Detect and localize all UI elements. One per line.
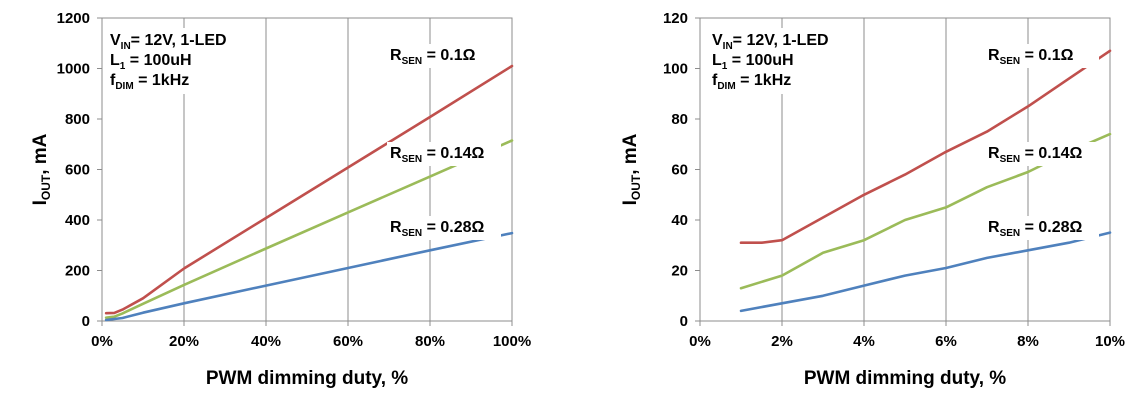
series-label-2: RSEN = 0.14Ω xyxy=(390,145,485,165)
y-tick-label: 40 xyxy=(671,212,688,229)
y-tick-label: 0 xyxy=(82,313,90,330)
y-axis-title: IOUT, mA xyxy=(30,133,53,205)
y-tick-label: 120 xyxy=(663,10,688,27)
series-label-3: RSEN = 0.28Ω xyxy=(390,219,485,239)
y-tick-label: 1000 xyxy=(57,61,90,78)
y-tick-label: 20 xyxy=(671,263,688,280)
series-label-1: RSEN = 0.1Ω xyxy=(390,47,476,67)
y-axis-title: IOUT, mA xyxy=(620,133,643,205)
x-tick-label: 0% xyxy=(689,333,711,350)
series-label-1: RSEN = 0.1Ω xyxy=(988,47,1074,67)
y-tick-label: 600 xyxy=(65,162,90,179)
x-tick-label: 100% xyxy=(493,333,531,350)
y-tick-label: 800 xyxy=(65,111,90,128)
series-label-bg xyxy=(985,142,1099,166)
y-tick-label: 400 xyxy=(65,212,90,229)
y-axis-title-group: IOUT, mA xyxy=(30,133,53,205)
x-tick-label: 8% xyxy=(1017,333,1039,350)
condition-label: VIN= 12V, 1-LED xyxy=(110,32,227,52)
x-tick-label: 6% xyxy=(935,333,957,350)
condition-label: fDIM = 1kHz xyxy=(110,72,189,92)
y-tick-label: 60 xyxy=(671,162,688,179)
series-label-bg xyxy=(387,44,501,68)
series-label-bg xyxy=(387,142,501,166)
y-tick-label: 80 xyxy=(671,111,688,128)
series-line-1 xyxy=(104,64,514,315)
x-axis-title: PWM dimming duty, % xyxy=(206,368,408,389)
x-tick-label: 2% xyxy=(771,333,793,350)
series-label-2: RSEN = 0.14Ω xyxy=(988,145,1083,165)
x-tick-label: 20% xyxy=(169,333,199,350)
y-tick-label: 100 xyxy=(663,61,688,78)
x-tick-label: 80% xyxy=(415,333,445,350)
series-label-bg xyxy=(985,216,1099,240)
series-label-bg xyxy=(387,216,501,240)
condition-label: VIN= 12V, 1-LED xyxy=(712,32,829,52)
condition-label: L1 = 100uH xyxy=(712,52,794,72)
conditions-box xyxy=(708,28,836,94)
x-tick-label: 60% xyxy=(333,333,363,350)
x-axis-title: PWM dimming duty, % xyxy=(804,368,1006,389)
series-line-3 xyxy=(104,231,514,322)
y-tick-label: 200 xyxy=(65,263,90,280)
condition-label: fDIM = 1kHz xyxy=(712,72,791,92)
x-tick-label: 40% xyxy=(251,333,281,350)
x-tick-label: 4% xyxy=(853,333,875,350)
x-tick-label: 0% xyxy=(91,333,113,350)
y-tick-label: 0 xyxy=(680,313,688,330)
series-label-3: RSEN = 0.28Ω xyxy=(988,219,1083,239)
series-line-2 xyxy=(104,139,514,320)
condition-label: L1 = 100uH xyxy=(110,52,192,72)
conditions-box xyxy=(106,28,234,94)
y-tick-label: 1200 xyxy=(57,10,90,27)
series-line-1 xyxy=(739,49,1112,244)
series-label-bg xyxy=(985,44,1099,68)
series-line-3 xyxy=(739,231,1112,313)
x-tick-label: 10% xyxy=(1095,333,1125,350)
y-axis-title-group: IOUT, mA xyxy=(620,133,643,205)
